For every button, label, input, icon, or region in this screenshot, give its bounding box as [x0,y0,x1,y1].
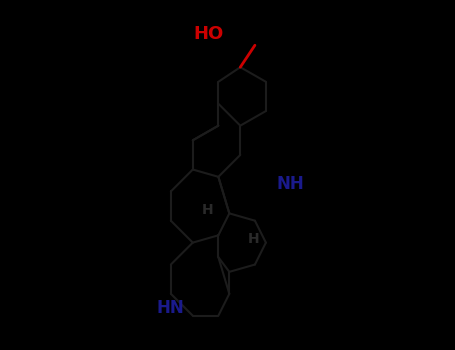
Text: H: H [202,203,213,217]
Text: H: H [247,232,259,246]
Text: HO: HO [193,25,224,43]
Text: HN: HN [156,299,184,317]
Text: NH: NH [277,175,304,193]
